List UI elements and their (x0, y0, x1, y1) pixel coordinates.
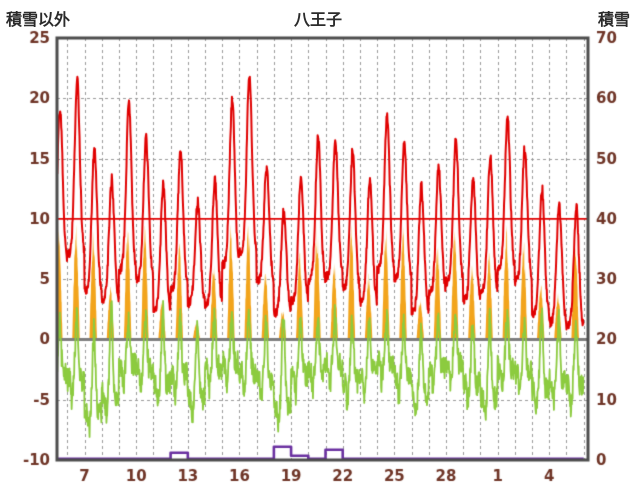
chart-title: 八王子 (293, 10, 342, 29)
left-axis-label: 積雪以外 (6, 10, 71, 29)
right-axis-label: 積雪 (597, 10, 630, 29)
